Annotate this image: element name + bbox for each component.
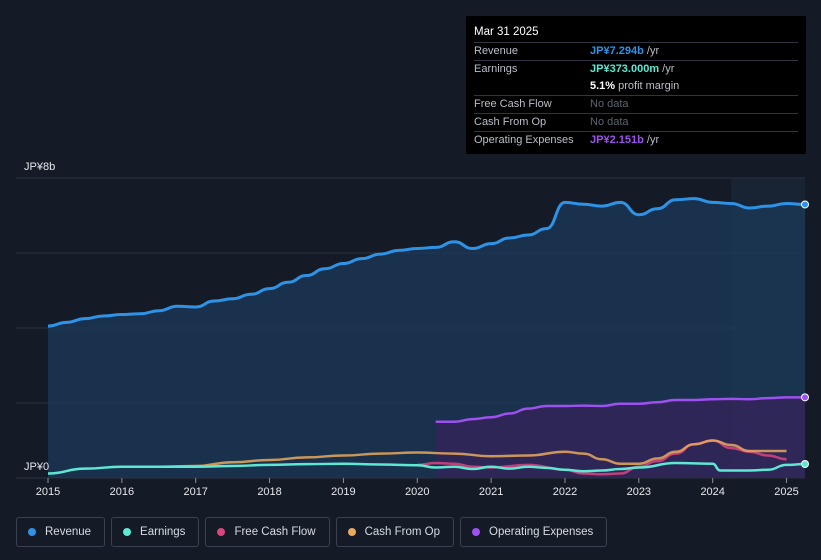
- tooltip-earnings-value: JP¥373.000m: [590, 63, 660, 75]
- legend-dot-icon: [347, 528, 356, 536]
- legend-earnings[interactable]: Earnings: [111, 517, 200, 547]
- tooltip-earnings-unit: /yr: [659, 63, 675, 75]
- x-tick-label: 2019: [331, 486, 355, 498]
- x-tick-label: 2017: [183, 486, 207, 498]
- legend-revenue[interactable]: Revenue: [16, 517, 106, 547]
- series-line-revenue: [47, 197, 806, 328]
- legend-operating-expenses[interactable]: Operating Expenses: [460, 517, 608, 547]
- legend-earnings-label: Earnings: [140, 526, 186, 538]
- legend-dot-icon: [217, 528, 226, 536]
- data-tooltip: Mar 31 2025 Revenue JP¥7.294b /yr Earnin…: [466, 16, 806, 154]
- tooltip-revenue-unit: /yr: [643, 45, 660, 57]
- x-tick-label: 2015: [36, 486, 60, 498]
- y-tick-label-top: JP¥8b: [24, 161, 55, 173]
- tooltip-opex-row: Operating Expenses JP¥2.151b /yr: [474, 131, 798, 149]
- tooltip-opex-value: JP¥2.151b: [590, 134, 644, 146]
- series-layer: [47, 197, 806, 478]
- tooltip-opex-label: Operating Expenses: [474, 134, 574, 146]
- x-tick-label: 2020: [405, 486, 429, 498]
- end-marker-earnings: [801, 460, 809, 469]
- legend-dot-icon: [123, 528, 132, 536]
- legend-cash-from-op-label: Cash From Op: [364, 526, 441, 538]
- legend-cash-from-op[interactable]: Cash From Op: [335, 517, 455, 547]
- x-tick-label: 2021: [479, 486, 503, 498]
- end-markers: [801, 200, 809, 469]
- tooltip-earnings-label: Earnings: [474, 63, 518, 75]
- tooltip-revenue-value: JP¥7.294b: [590, 45, 644, 57]
- series-line-free-cash-flow: [417, 439, 787, 476]
- series-fill-operating-expenses: [435, 397, 805, 478]
- x-tick-label: 2016: [110, 486, 134, 498]
- tooltip-margin-row: 5.1% profit margin: [474, 78, 798, 95]
- x-tick-label: 2025: [774, 486, 798, 498]
- tooltip-earnings-row: Earnings JP¥373.000m /yr: [474, 60, 798, 78]
- legend-operating-expenses-label: Operating Expenses: [489, 526, 594, 538]
- tooltip-margin-text: profit margin: [615, 80, 680, 92]
- tooltip-margin-value: 5.1%: [590, 80, 616, 92]
- legend-dot-icon: [472, 528, 481, 536]
- series-line-operating-expenses: [435, 396, 806, 423]
- legend-free-cash-flow-label: Free Cash Flow: [234, 526, 316, 538]
- tooltip-cfo-row: Cash From Op No data: [474, 113, 798, 131]
- tooltip-cfo-label: Cash From Op: [474, 116, 547, 128]
- legend: Revenue Earnings Free Cash Flow Cash Fro…: [16, 517, 613, 547]
- tooltip-date: Mar 31 2025: [474, 26, 539, 38]
- tooltip-fcf-label: Free Cash Flow: [474, 98, 552, 110]
- tooltip-opex-unit: /yr: [643, 134, 660, 146]
- x-axis: 2015 2016 2017 2018 2019 2020 2021 2022 2023 2024…: [36, 478, 799, 498]
- x-tick-label: 2022: [553, 486, 577, 498]
- y-tick-label-bottom: JP¥0: [24, 461, 49, 473]
- end-marker-operating-expenses: [801, 393, 809, 402]
- tooltip-cfo-value: No data: [590, 116, 629, 128]
- tooltip-revenue-label: Revenue: [474, 45, 519, 57]
- legend-dot-icon: [28, 528, 36, 536]
- x-tick-label: 2024: [700, 486, 724, 498]
- tooltip-fcf-row: Free Cash Flow No data: [474, 95, 798, 113]
- legend-revenue-label: Revenue: [45, 526, 92, 538]
- series-line-cash-from-op: [121, 439, 787, 468]
- end-marker-revenue: [801, 200, 809, 209]
- x-tick-label: 2023: [627, 486, 651, 498]
- series-line-earnings: [47, 461, 806, 475]
- legend-free-cash-flow[interactable]: Free Cash Flow: [205, 517, 330, 547]
- x-tick-label: 2018: [257, 486, 281, 498]
- tooltip-fcf-value: No data: [590, 98, 629, 110]
- tooltip-revenue-row: Revenue JP¥7.294b /yr: [474, 42, 798, 60]
